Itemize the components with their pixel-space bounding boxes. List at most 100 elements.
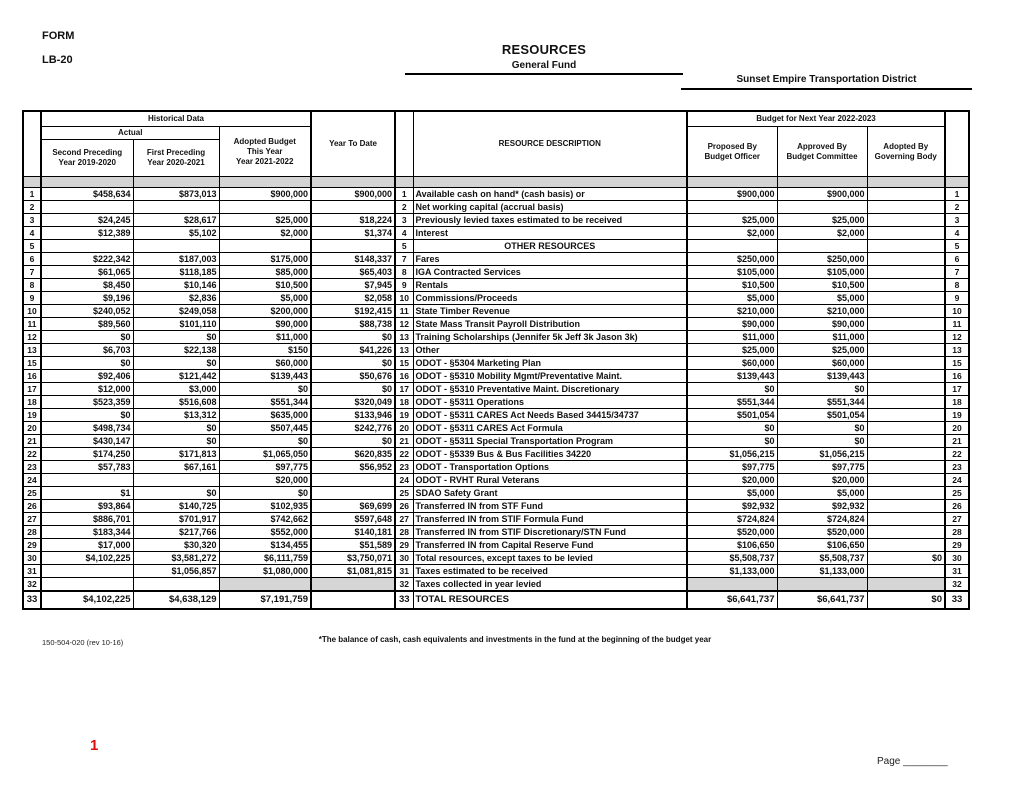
cell-row16-mn: 16	[394, 369, 414, 383]
cell-row32-c3	[218, 577, 312, 592]
cell-row5-rn: 5	[944, 239, 970, 253]
actual-header: Actual	[40, 126, 220, 140]
cell-row10-c3: $200,000	[218, 304, 312, 318]
table-row: 30 $4,102,225 $3,581,272 $6,111,759 $3,750,0…	[22, 551, 970, 565]
cell-row28-c1: $183,344	[40, 525, 134, 539]
cell-row13-ln: 13	[22, 343, 42, 357]
cell-row4-ytd: $1,374	[310, 226, 396, 240]
cell-row2-desc: Net working capital (accrual basis)	[412, 200, 688, 214]
cell-row3-adopt	[866, 213, 946, 227]
cell-row25-c1: $1	[40, 486, 134, 500]
cell-row33-rn: 33	[944, 590, 970, 610]
cell-row5-c1	[40, 239, 134, 253]
cell-row6-rn: 6	[944, 252, 970, 266]
cell-row10-c1: $240,052	[40, 304, 134, 318]
cell-row31-ytd: $1,081,815	[310, 564, 396, 578]
cell-row16-desc: ODOT - §5310 Mobility Mgmt/Preventative …	[412, 369, 688, 383]
page-title: RESOURCES	[501, 42, 587, 57]
cell-row11-ln: 11	[22, 317, 42, 331]
cell-row30-c1: $4,102,225	[40, 551, 134, 565]
table-row: 13 $6,703 $22,138 $150 $41,226 13 Other $25,000…	[22, 343, 970, 357]
cell-row21-ln: 21	[22, 434, 42, 448]
first-preceding-header: First Preceding Year 2020-2021	[132, 139, 220, 177]
cell-row8-mn: 9	[394, 278, 414, 292]
cell-row6-c1: $222,342	[40, 252, 134, 266]
cell-row33-c3: $7,191,759	[218, 590, 312, 610]
cell-row22-mn: 22	[394, 447, 414, 461]
year-to-date-header: Year To Date	[310, 110, 396, 177]
cell-row23-mn: 23	[394, 460, 414, 474]
cell-row20-c3: $507,445	[218, 421, 312, 435]
separator-band-cell	[866, 176, 946, 188]
separator-band-cell	[310, 176, 396, 188]
cell-row3-prop: $25,000	[686, 213, 778, 227]
title-block: RESOURCES General Fund	[405, 42, 683, 75]
cell-row33-adopt: $0	[866, 590, 946, 610]
cell-row8-ytd: $7,945	[310, 278, 396, 292]
cell-row4-adopt	[866, 226, 946, 240]
cell-row30-appr: $5,508,737	[776, 551, 868, 565]
cell-row1-appr: $900,000	[776, 187, 868, 201]
cell-row2-c2	[132, 200, 220, 214]
cell-row31-adopt	[866, 564, 946, 578]
cell-row19-mn: 19	[394, 408, 414, 422]
cell-row18-appr: $551,344	[776, 395, 868, 409]
cell-row18-ytd: $320,049	[310, 395, 396, 409]
cell-row25-ytd	[310, 486, 396, 500]
cell-row32-ln: 32	[22, 577, 42, 592]
cell-row32-mn: 32	[394, 577, 414, 592]
cell-row8-c1: $8,450	[40, 278, 134, 292]
cell-row17-c2: $3,000	[132, 382, 220, 396]
table-row: 11 $89,560 $101,110 $90,000 $88,738 12 State M…	[22, 317, 970, 331]
cell-row15-mn: 15	[394, 356, 414, 370]
cell-row9-ytd: $2,058	[310, 291, 396, 305]
cell-row32-c2	[132, 577, 220, 592]
cell-row3-rn: 3	[944, 213, 970, 227]
cell-row24-c1	[40, 473, 134, 487]
cell-row6-adopt	[866, 252, 946, 266]
cell-row24-desc: ODOT - RVHT Rural Veterans	[412, 473, 688, 487]
cell-row1-ytd: $900,000	[310, 187, 396, 201]
footnote: *The balance of cash, cash equivalents a…	[318, 635, 712, 644]
separator-band-cell	[40, 176, 134, 188]
cell-row33-ytd	[310, 590, 396, 610]
cell-row22-rn: 22	[944, 447, 970, 461]
cell-row11-adopt	[866, 317, 946, 331]
cell-row15-adopt	[866, 356, 946, 370]
cell-row9-c2: $2,836	[132, 291, 220, 305]
cell-row33-desc: TOTAL RESOURCES	[412, 590, 688, 610]
cell-row30-prop: $5,508,737	[686, 551, 778, 565]
cell-row27-ytd: $597,648	[310, 512, 396, 526]
cell-row23-adopt	[866, 460, 946, 474]
cell-row26-rn: 26	[944, 499, 970, 513]
table-row: 31 $1,056,857 $1,080,000 $1,081,815 31 Taxes …	[22, 564, 970, 578]
cell-row32-prop	[686, 577, 778, 592]
cell-row19-rn: 19	[944, 408, 970, 422]
separator-band-cell	[776, 176, 868, 188]
cell-row27-c1: $886,701	[40, 512, 134, 526]
cell-row8-adopt	[866, 278, 946, 292]
table-row: 2 2 Net working capital (accrual basis) 2	[22, 200, 970, 214]
cell-row26-ln: 26	[22, 499, 42, 513]
cell-row11-mn: 12	[394, 317, 414, 331]
cell-row24-mn: 24	[394, 473, 414, 487]
cell-row10-desc: State Timber Revenue	[412, 304, 688, 318]
cell-row33-mn: 33	[394, 590, 414, 610]
cell-row5-prop	[686, 239, 778, 253]
cell-row22-ln: 22	[22, 447, 42, 461]
cell-row22-ytd: $620,835	[310, 447, 396, 461]
cell-row31-c2: $1,056,857	[132, 564, 220, 578]
district-name: Sunset Empire Transportation District	[681, 74, 972, 90]
cell-row25-desc: SDAO Safety Grant	[412, 486, 688, 500]
cell-row2-c3	[218, 200, 312, 214]
mid-row-number-header	[394, 110, 414, 177]
table-row: 4 $12,389 $5,102 $2,000 $1,374 4 Interest $2,00…	[22, 226, 970, 240]
table-row: 6 $222,342 $187,003 $175,000 $148,337 7 Fares $…	[22, 252, 970, 266]
cell-row17-appr: $0	[776, 382, 868, 396]
cell-row12-c1: $0	[40, 330, 134, 344]
cell-row1-ln: 1	[22, 187, 42, 201]
cell-row16-ytd: $50,676	[310, 369, 396, 383]
table-row: 3 $24,245 $28,617 $25,000 $18,224 3 Previously…	[22, 213, 970, 227]
cell-row9-appr: $5,000	[776, 291, 868, 305]
table-row: 12 $0 $0 $11,000 $0 13 Training Scholarships (…	[22, 330, 970, 344]
